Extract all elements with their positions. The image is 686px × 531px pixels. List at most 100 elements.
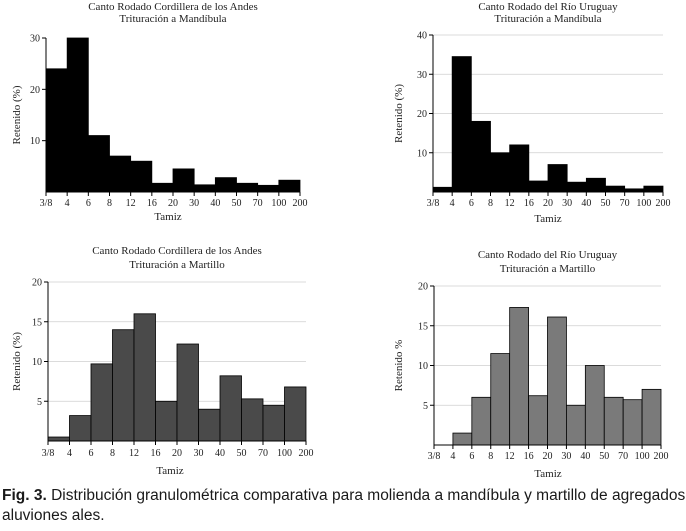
x-tick-label: 16 <box>151 448 161 459</box>
y-tick-label: 15 <box>32 317 42 328</box>
chart-subtitle: Trituración a Martillo <box>500 263 596 275</box>
bar-20-30 <box>176 343 199 442</box>
y-tick-label: 20 <box>417 109 427 120</box>
x-tick-label: 12 <box>505 198 515 209</box>
bar-100-200 <box>643 185 664 193</box>
y-tick-label: 20 <box>30 85 40 96</box>
bar-70-100 <box>262 404 285 442</box>
chart-svg: Canto Rodado Cordillera de los AndesTrit… <box>11 1 308 223</box>
bar-12-16 <box>509 144 530 193</box>
bar-20-30 <box>547 316 567 446</box>
bar-4-6 <box>69 415 92 442</box>
bar-6-8 <box>470 120 491 193</box>
x-tick-label: 6 <box>89 448 94 459</box>
x-tick-label: 8 <box>110 448 115 459</box>
x-tick-label: 200 <box>299 448 314 459</box>
x-tick-label: 50 <box>599 451 609 462</box>
y-tick-label: 10 <box>30 136 40 147</box>
x-tick-label: 6 <box>469 451 474 462</box>
bar-30-40 <box>566 404 586 446</box>
figure-caption-text: Distribución granulométrica comparativa … <box>2 487 686 524</box>
x-tick-label: 8 <box>107 198 112 209</box>
bar-3-8-4 <box>47 436 70 442</box>
bar-40-50 <box>584 365 605 446</box>
x-tick-label: 20 <box>172 448 182 459</box>
x-tick-label: 12 <box>129 448 139 459</box>
figure-caption: Fig. 3. Distribución granulométrica comp… <box>2 486 686 526</box>
bar-70-100 <box>257 184 280 193</box>
bar-40-50 <box>219 375 242 442</box>
y-tick-label: 30 <box>30 34 40 45</box>
x-tick-label: 40 <box>581 198 591 209</box>
x-tick-label: 30 <box>189 198 199 209</box>
y-tick-label: 20 <box>32 278 42 289</box>
y-axis-label: Retenido (%) <box>393 84 405 143</box>
bar-50-70 <box>241 398 264 442</box>
x-tick-label: 100 <box>277 448 292 459</box>
y-tick-label: 30 <box>417 70 427 81</box>
chart-title: Canto Rodado del Río Uruguay <box>478 1 618 13</box>
bar-3-8-4 <box>45 68 68 193</box>
y-tick-label: 10 <box>417 148 427 159</box>
y-tick-label: 5 <box>37 397 42 408</box>
x-tick-label: 12 <box>505 451 515 462</box>
bar-8-12 <box>490 152 511 193</box>
x-tick-label: 4 <box>450 451 455 462</box>
x-tick-label: 20 <box>168 198 178 209</box>
y-tick-label: 10 <box>418 361 428 372</box>
x-tick-label: 200 <box>654 451 669 462</box>
bar-12-16 <box>133 313 156 442</box>
bar-6-8 <box>471 396 492 446</box>
bar-16-20 <box>528 395 548 446</box>
chart-title: Canto Rodado Cordillera de los Andes <box>88 1 258 13</box>
chart-uruguay-mandibula: Canto Rodado del Río Uruguay Trituración … <box>380 0 686 235</box>
bar-3-8-4 <box>432 186 453 193</box>
y-tick-label: 40 <box>417 31 427 42</box>
figure-label: Fig. 3. <box>2 487 47 504</box>
x-tick-label: 4 <box>67 448 72 459</box>
bar-4-6 <box>452 432 473 446</box>
bar-16-20 <box>155 400 178 442</box>
x-tick-label: 3/8 <box>40 198 53 209</box>
bar-12-16 <box>509 307 529 446</box>
chart-svg: Canto Rodado del Río Uruguay Trituración … <box>393 249 669 480</box>
bar-30-40 <box>198 408 221 442</box>
bar-30-40 <box>193 184 216 193</box>
chart-uruguay-martillo: Canto Rodado del Río Uruguay Trituración … <box>380 240 686 485</box>
x-tick-label: 30 <box>561 451 571 462</box>
bar-12-16 <box>130 160 153 193</box>
x-tick-label: 16 <box>524 198 534 209</box>
chart-svg: Canto Rodado Cordillera de los Andes Trit… <box>11 245 314 477</box>
chart-title: Canto Rodado del Río Uruguay <box>478 249 618 261</box>
x-tick-label: 6 <box>469 198 474 209</box>
x-axis-label: Tamiz <box>154 211 181 223</box>
y-tick-label: 15 <box>418 321 428 332</box>
x-tick-label: 3/8 <box>42 448 55 459</box>
x-tick-label: 16 <box>147 198 157 209</box>
x-tick-label: 4 <box>450 198 455 209</box>
bar-100-200 <box>641 388 662 446</box>
chart-subtitle: Trituración a Martillo <box>129 259 225 271</box>
x-axis-label: Tamiz <box>156 465 183 477</box>
chart-title: Canto Rodado Cordillera de los Andes <box>92 245 262 257</box>
x-tick-label: 16 <box>524 451 534 462</box>
x-tick-label: 70 <box>618 451 628 462</box>
bar-100-200 <box>278 179 301 193</box>
bar-70-100 <box>622 399 643 446</box>
x-tick-label: 70 <box>253 198 263 209</box>
x-axis-label: Tamiz <box>534 468 561 480</box>
y-tick-label: 20 <box>418 282 428 293</box>
bar-8-12 <box>112 329 135 442</box>
x-axis-label: Tamiz <box>534 213 561 225</box>
x-tick-label: 40 <box>580 451 590 462</box>
x-tick-label: 40 <box>210 198 220 209</box>
x-tick-label: 30 <box>562 198 572 209</box>
chart-svg: Canto Rodado del Río UruguayTrituración … <box>393 1 671 225</box>
x-tick-label: 3/8 <box>427 198 440 209</box>
x-tick-label: 20 <box>543 451 553 462</box>
x-tick-label: 100 <box>635 451 650 462</box>
x-tick-label: 100 <box>271 198 286 209</box>
x-tick-label: 8 <box>488 198 493 209</box>
chart-andes-martillo: Canto Rodado Cordillera de los Andes Trit… <box>0 240 320 485</box>
x-tick-label: 20 <box>543 198 553 209</box>
